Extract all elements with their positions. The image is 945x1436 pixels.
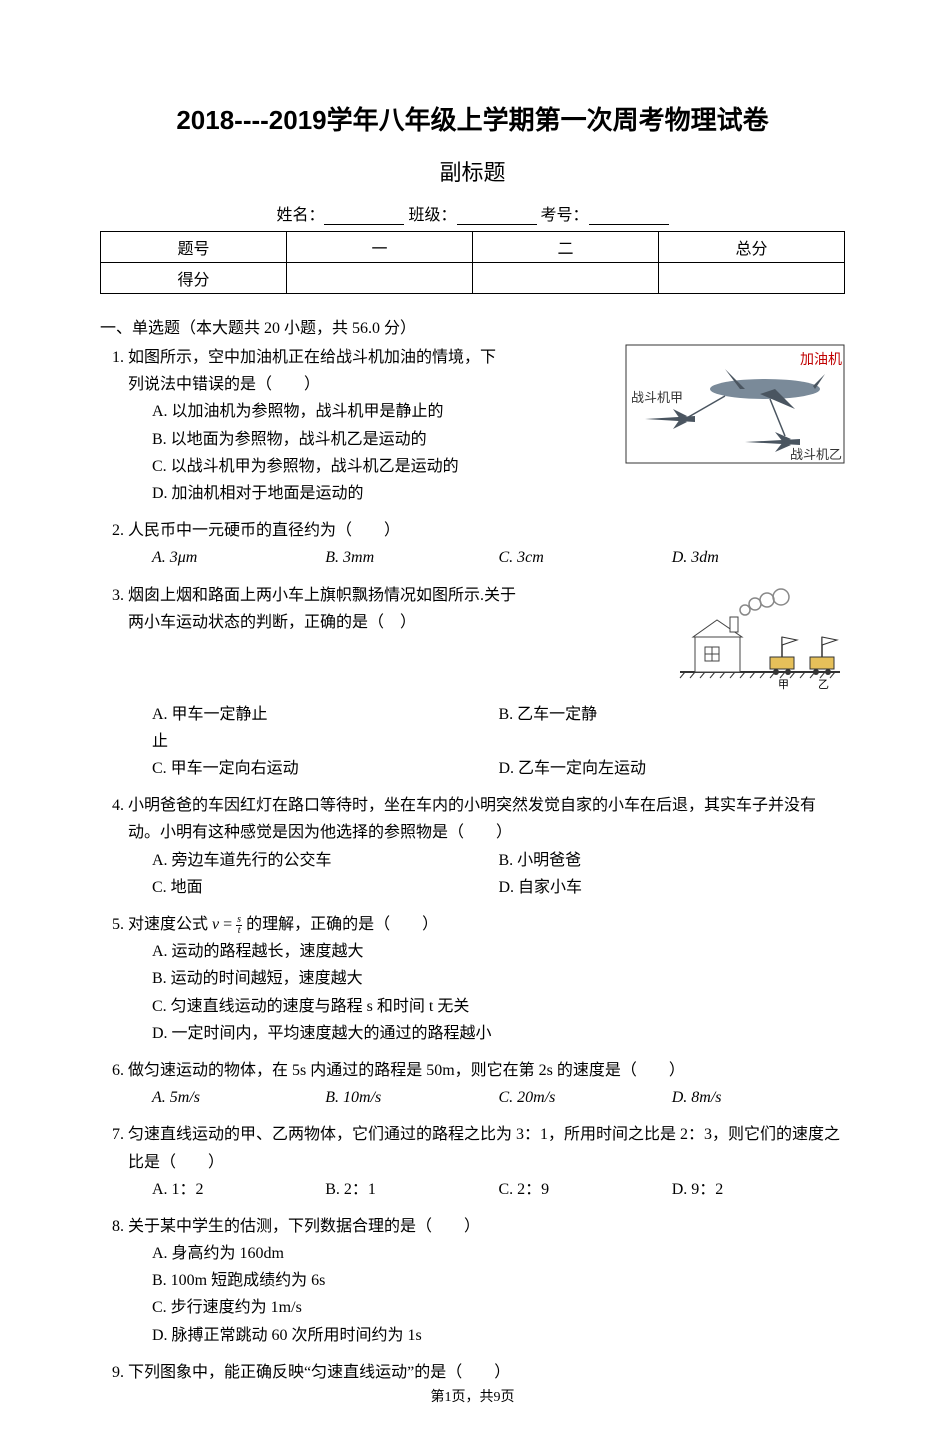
q1-fig-label-fb: 战斗机乙 <box>790 447 842 462</box>
q5-frac-den: t <box>236 926 242 936</box>
fighter-a-icon <box>645 409 695 429</box>
q1-opt-a: A. 以加油机为参照物，战斗机甲是静止的 <box>152 398 615 425</box>
q5-opt-a: A. 运动的路程越长，速度越大 <box>152 938 845 965</box>
q1-stem-1: 如图所示，空中加油机正在给战斗机加油的情境，下 <box>128 349 496 366</box>
q3-opt-a: A. 甲车一定静止 <box>152 701 499 728</box>
question-6: 做匀速运动的物体，在 5s 内通过的路程是 50m，则它在第 2s 的速度是（ … <box>128 1057 845 1111</box>
q2-opt-c: C. 3cm <box>499 549 544 566</box>
q7-opt-b: B. 2：1 <box>325 1176 498 1203</box>
q1-figure: 加油机 战斗机甲 战斗机乙 <box>625 344 845 473</box>
question-5: 对速度公式 v = s t 的理解，正确的是（ ） A. 运动的路程越长，速度越… <box>128 911 845 1047</box>
row2-label: 得分 <box>101 263 287 294</box>
exam-page: 2018----2019学年八年级上学期第一次周考物理试卷 副标题 姓名： 班级… <box>0 0 945 1436</box>
q3-fig-label-a: 甲 <box>778 679 789 691</box>
q1-opt-c: C. 以战斗机甲为参照物，战斗机乙是运动的 <box>152 453 615 480</box>
th-label: 题号 <box>101 232 287 263</box>
q8-stem: 关于某中学生的估测，下列数据合理的是（ ） <box>128 1218 480 1235</box>
score-cell-1 <box>287 263 473 294</box>
q8-opt-a: A. 身高约为 160dm <box>152 1240 845 1267</box>
q5-opt-c: C. 匀速直线运动的速度与路程 s 和时间 t 无关 <box>152 993 845 1020</box>
question-list: 如图所示，空中加油机正在给战斗机加油的情境，下 列说法中错误的是（ ） A. 以… <box>100 344 845 1386</box>
q6-opt-c: C. 20m/s <box>499 1089 556 1106</box>
q5-stem-pre: 对速度公式 <box>128 916 208 933</box>
q3-figure: 甲 乙 <box>675 582 845 701</box>
q2-opt-b: B. 3mm <box>325 549 374 566</box>
th-1: 一 <box>287 232 473 263</box>
q4-opt-b: B. 小明爸爸 <box>499 847 846 874</box>
q1-fig-label-tanker: 加油机 <box>800 352 842 368</box>
q8-opt-c: C. 步行速度约为 1m/s <box>152 1294 845 1321</box>
smoke-icon <box>740 589 789 615</box>
name-label: 姓名： <box>276 207 324 224</box>
cart-a-icon <box>770 637 797 675</box>
q5-formula-eq: = <box>223 916 232 933</box>
q7-opt-d: D. 9：2 <box>672 1176 845 1203</box>
student-info-line: 姓名： 班级： 考号： <box>100 201 845 225</box>
q3-opt-c: C. 甲车一定向右运动 <box>152 755 499 782</box>
q7-opt-c: C. 2：9 <box>499 1176 672 1203</box>
q6-stem: 做匀速运动的物体，在 5s 内通过的路程是 50m，则它在第 2s 的速度是（ … <box>128 1062 685 1079</box>
question-9: 下列图象中，能正确反映“匀速直线运动”的是（ ） <box>128 1359 845 1386</box>
th-2: 二 <box>473 232 659 263</box>
q3-opt-b: B. 乙车一定静 <box>499 701 846 728</box>
section-1-head: 一、单选题（本大题共 20 小题，共 56.0 分） <box>100 314 845 338</box>
q9-stem: 下列图象中，能正确反映“匀速直线运动”的是（ ） <box>128 1364 510 1381</box>
q6-opt-b: B. 10m/s <box>325 1089 381 1106</box>
q7-opt-a: A. 1：2 <box>152 1176 325 1203</box>
q3-opt-d: D. 乙车一定向左运动 <box>499 755 846 782</box>
tanker-plane-icon <box>685 369 825 436</box>
q7-stem: 匀速直线运动的甲、乙两物体，它们通过的路程之比为 3：1，所用时间之比是 2：3… <box>128 1126 840 1170</box>
q2-opt-a: A. 3μm <box>152 549 197 566</box>
q3-stem-2: 两小车运动状态的判断，正确的是（ ） <box>128 614 416 631</box>
class-blank <box>457 208 537 225</box>
q5-formula-v: v <box>212 916 219 933</box>
q1-opt-d: D. 加油机相对于地面是运动的 <box>152 480 615 507</box>
q5-stem-post: 的理解，正确的是（ ） <box>246 916 438 933</box>
q6-opt-d: D. 8m/s <box>672 1089 722 1106</box>
score-header-row: 题号 一 二 总分 <box>101 232 845 263</box>
question-4: 小明爸爸的车因红灯在路口等待时，坐在车内的小明突然发觉自家的小车在后退，其实车子… <box>128 792 845 901</box>
question-3: 烟囱上烟和路面上两小车上旗帜飘扬情况如图所示.关于 两小车运动状态的判断，正确的… <box>128 582 845 783</box>
score-cell-total <box>659 263 845 294</box>
examno-blank <box>589 208 669 225</box>
name-blank <box>324 208 404 225</box>
score-value-row: 得分 <box>101 263 845 294</box>
q3-opt-b2: 止 <box>152 728 845 755</box>
q6-opt-a: A. 5m/s <box>152 1089 200 1106</box>
q4-opt-c: C. 地面 <box>152 874 499 901</box>
score-cell-2 <box>473 263 659 294</box>
q3-stem-1: 烟囱上烟和路面上两小车上旗帜飘扬情况如图所示.关于 <box>128 587 516 604</box>
q2-opt-d: D. 3dm <box>672 549 719 566</box>
question-2: 人民币中一元硬币的直径约为（ ） A. 3μm B. 3mm C. 3cm D.… <box>128 517 845 571</box>
q3-fig-label-b: 乙 <box>818 678 829 691</box>
q2-stem: 人民币中一元硬币的直径约为（ ） <box>128 522 400 539</box>
cart-b-icon <box>810 637 837 675</box>
question-8: 关于某中学生的估测，下列数据合理的是（ ） A. 身高约为 160dm B. 1… <box>128 1213 845 1349</box>
q1-opt-b: B. 以地面为参照物，战斗机乙是运动的 <box>152 426 615 453</box>
page-title: 2018----2019学年八年级上学期第一次周考物理试卷 <box>100 100 845 137</box>
page-footer: 第1页，共9页 <box>0 1386 945 1406</box>
question-1: 如图所示，空中加油机正在给战斗机加油的情境，下 列说法中错误的是（ ） A. 以… <box>128 344 845 507</box>
q8-opt-b: B. 100m 短跑成绩约为 6s <box>152 1267 845 1294</box>
question-7: 匀速直线运动的甲、乙两物体，它们通过的路程之比为 3：1，所用时间之比是 2：3… <box>128 1121 845 1203</box>
q1-stem-2: 列说法中错误的是（ ） <box>128 376 320 393</box>
q5-formula-frac: s t <box>236 915 242 936</box>
q4-opt-d: D. 自家小车 <box>499 874 846 901</box>
q4-stem: 小明爸爸的车因红灯在路口等待时，坐在车内的小明突然发觉自家的小车在后退，其实车子… <box>128 797 816 841</box>
examno-label: 考号： <box>541 207 589 224</box>
q8-opt-d: D. 脉搏正常跳动 60 次所用时间约为 1s <box>152 1322 845 1349</box>
q4-opt-a: A. 旁边车道先行的公交车 <box>152 847 499 874</box>
q5-opt-d: D. 一定时间内，平均速度越大的通过的路程越小 <box>152 1020 845 1047</box>
q5-opt-b: B. 运动的时间越短，速度越大 <box>152 965 845 992</box>
class-label: 班级： <box>408 207 456 224</box>
th-total: 总分 <box>659 232 845 263</box>
house-icon <box>693 617 742 672</box>
page-subtitle: 副标题 <box>100 155 845 187</box>
score-table: 题号 一 二 总分 得分 <box>100 231 845 294</box>
q1-fig-label-fa: 战斗机甲 <box>631 390 683 405</box>
